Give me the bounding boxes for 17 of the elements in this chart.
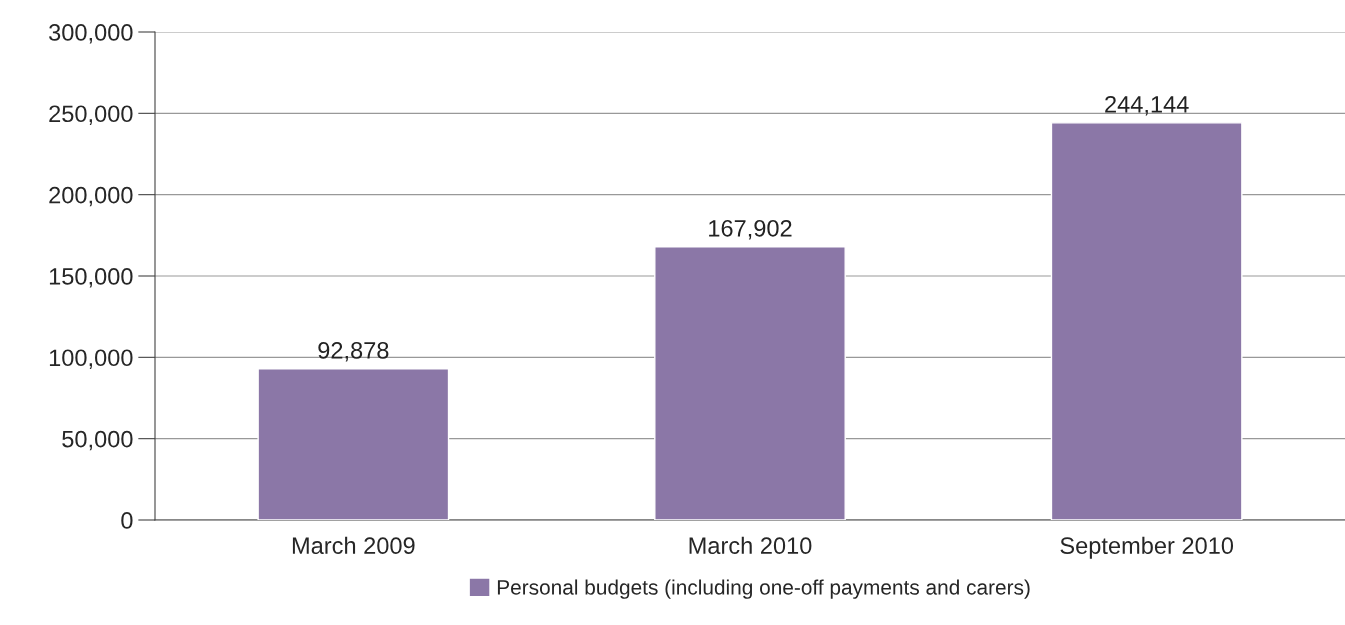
x-tick-label: March 2009 <box>292 536 415 555</box>
bar <box>257 368 450 520</box>
data-label: 244,144 <box>1105 95 1189 116</box>
x-tick-label: March 2010 <box>689 536 812 555</box>
y-tick-label: 50,000 <box>62 430 133 451</box>
legend-label: Personal budgets (including one-off payments and carers) <box>497 579 1030 599</box>
y-tick-label: 250,000 <box>49 105 133 125</box>
y-tick-label: 100,000 <box>49 349 133 369</box>
y-tick-label: 300,000 <box>49 24 133 44</box>
data-label: 92,878 <box>318 341 389 362</box>
data-label: 167,902 <box>709 219 792 240</box>
y-tick-label: 150,000 <box>49 268 133 288</box>
y-tick-label: 200,000 <box>49 186 133 207</box>
bar <box>1050 122 1243 520</box>
bar <box>654 246 846 520</box>
x-tick-label: September 2010 <box>1060 536 1234 559</box>
y-tick-label: 0 <box>121 512 133 529</box>
